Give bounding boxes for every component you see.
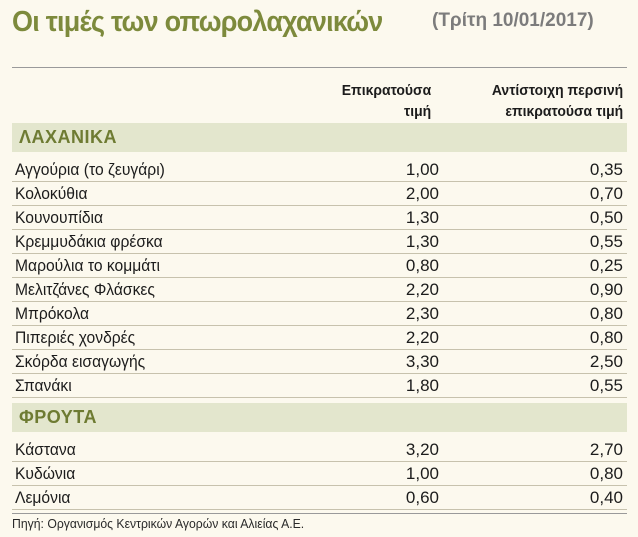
last-year-price: 2,50: [589, 352, 623, 371]
current-price: 0,60: [405, 488, 439, 507]
section-header: ΛΑΧΑΝΙΚΑ: [12, 123, 627, 152]
section-header-label: ΛΑΧΑΝΙΚΑ: [19, 127, 118, 147]
row-divider: [12, 325, 627, 326]
column-header-current-line2: τιμή: [403, 103, 431, 120]
row-divider: [12, 181, 627, 182]
last-year-price: 0,35: [589, 160, 623, 179]
row-divider: [12, 373, 627, 374]
last-year-price: 0,40: [589, 488, 623, 507]
last-year-price: 0,55: [589, 376, 623, 395]
current-price: 1,80: [405, 376, 439, 395]
table-row: Λεμόνια 0,60 0,40: [12, 486, 627, 510]
page-title: Οι τιμές των οπωρολαχανικών: [12, 6, 383, 38]
current-price: 1,00: [405, 464, 439, 483]
table-row: Κουνουπίδια 1,30 0,50: [12, 206, 627, 230]
current-price: 2,20: [405, 328, 439, 347]
row-divider: [12, 485, 627, 486]
last-year-price: 0,80: [589, 304, 623, 323]
current-price: 1,30: [405, 208, 439, 227]
product-name: Κουνουπίδια: [15, 208, 104, 227]
column-header-last-year-line1: Αντίστοιχη περσινή: [491, 82, 623, 99]
table-row: Μελιτζάνες Φλάσκες 2,20 0,90: [12, 278, 627, 302]
last-year-price: 0,80: [589, 464, 623, 483]
current-price: 3,20: [405, 440, 439, 459]
product-name: Μαρούλια το κομμάτι: [15, 256, 160, 275]
last-year-price: 0,50: [589, 208, 623, 227]
last-year-price: 0,25: [589, 256, 623, 275]
product-name: Σπανάκι: [15, 376, 72, 395]
product-name: Σκόρδα εισαγωγής: [15, 352, 146, 371]
section-header: ΦΡΟΥΤΑ: [12, 403, 627, 432]
last-year-price: 0,55: [589, 232, 623, 251]
section-header-label: ΦΡΟΥΤΑ: [19, 407, 97, 427]
row-divider: [12, 229, 627, 230]
top-rule: [12, 67, 627, 68]
source-note: Πηγή: Οργανισμός Κεντρικών Αγορών και Αλ…: [12, 516, 305, 531]
column-header-current: Επικρατούσα τιμή: [342, 80, 431, 122]
last-year-price: 0,80: [589, 328, 623, 347]
table-row: Σκόρδα εισαγωγής 3,30 2,50: [12, 350, 627, 374]
table-row: Πιπεριές χονδρές 2,20 0,80: [12, 326, 627, 350]
product-name: Κολοκύθια: [15, 184, 88, 203]
current-price: 0,80: [405, 256, 439, 275]
table-row: Μπρόκολα 2,30 0,80: [12, 302, 627, 326]
current-price: 3,30: [405, 352, 439, 371]
row-divider: [12, 349, 627, 350]
row-divider: [12, 205, 627, 206]
row-divider: [12, 509, 627, 510]
product-name: Μπρόκολα: [15, 304, 90, 323]
current-price: 2,30: [405, 304, 439, 323]
table-row: Κολοκύθια 2,00 0,70: [12, 182, 627, 206]
table-row: Αγγούρια (το ζευγάρι) 1,00 0,35: [12, 158, 627, 182]
current-price: 2,00: [405, 184, 439, 203]
product-name: Κάστανα: [15, 440, 76, 459]
row-divider: [12, 277, 627, 278]
row-divider: [12, 301, 627, 302]
product-name: Μελιτζάνες Φλάσκες: [15, 280, 155, 299]
table-row: Κυδώνια 1,00 0,80: [12, 462, 627, 486]
title-row: Οι τιμές των οπωρολαχανικών: [12, 6, 410, 39]
product-name: Κυδώνια: [15, 464, 76, 483]
bottom-rule: [12, 513, 627, 514]
row-divider: [12, 397, 627, 398]
product-name: Κρεμμυδάκια φρέσκα: [15, 232, 163, 251]
date-label: (Τρίτη 10/01/2017): [432, 10, 594, 31]
current-price: 1,30: [405, 232, 439, 251]
table-row: Σπανάκι 1,80 0,55: [12, 374, 627, 398]
product-name: Αγγούρια (το ζευγάρι): [15, 160, 165, 179]
product-name: Λεμόνια: [15, 488, 71, 507]
row-divider: [12, 461, 627, 462]
last-year-price: 2,70: [589, 440, 623, 459]
current-price: 2,20: [405, 280, 439, 299]
current-price: 1,00: [405, 160, 439, 179]
column-header-last-year: Αντίστοιχη περσινή επικρατούσα τιμή: [492, 80, 623, 122]
table-row: Κρεμμυδάκια φρέσκα 1,30 0,55: [12, 230, 627, 254]
row-divider: [12, 253, 627, 254]
column-header-last-year-line2: επικρατούσα τιμή: [505, 103, 623, 120]
last-year-price: 0,70: [589, 184, 623, 203]
table-row: Κάστανα 3,20 2,70: [12, 438, 627, 462]
last-year-price: 0,90: [589, 280, 623, 299]
product-name: Πιπεριές χονδρές: [15, 328, 136, 347]
column-header-current-line1: Επικρατούσα: [341, 82, 431, 99]
table-row: Μαρούλια το κομμάτι 0,80 0,25: [12, 254, 627, 278]
